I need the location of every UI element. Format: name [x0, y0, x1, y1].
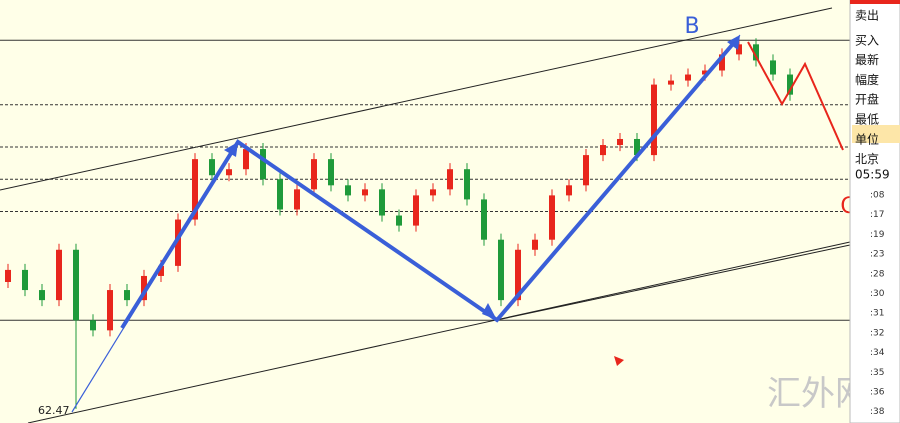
- candle-body: [515, 249, 521, 301]
- panel-label: 最新: [855, 52, 879, 67]
- candle-body: [260, 149, 266, 180]
- channel-lower: [27, 241, 851, 423]
- channel-lower-2: [496, 244, 851, 321]
- candle-body: [413, 195, 419, 226]
- panel-tick: :08: [870, 191, 885, 201]
- side-panel: [849, 0, 900, 423]
- candle-body: [549, 195, 555, 240]
- candle-body: [294, 189, 300, 210]
- candle-body: [73, 249, 79, 321]
- candle-body: [736, 44, 742, 55]
- candle-body: [617, 138, 623, 146]
- candle-body: [685, 74, 691, 81]
- panel-tick: :38: [870, 407, 885, 417]
- candle-body: [56, 249, 62, 301]
- low-label: 62.47: [38, 404, 70, 417]
- candle-body: [787, 74, 793, 95]
- candle-body: [175, 219, 181, 266]
- channel-upper: [0, 7, 833, 191]
- panel-label: 幅度: [855, 72, 879, 87]
- panel-label: 单位: [855, 131, 879, 146]
- panel-tick: :28: [870, 269, 885, 279]
- marker: [614, 356, 624, 366]
- wave-arrow: [120, 36, 740, 330]
- candle-body: [430, 189, 436, 196]
- candle-body: [634, 138, 640, 156]
- candle-body: [39, 290, 45, 301]
- panel-tick: :32: [870, 328, 884, 338]
- panel-label: 北京: [855, 152, 879, 166]
- candle-body: [379, 189, 385, 216]
- arrow-head: [727, 35, 740, 50]
- candle-body: [447, 169, 453, 190]
- panel-tick: :34: [870, 348, 885, 358]
- panel-tick: :19: [870, 230, 885, 240]
- arrow-head: [482, 303, 497, 320]
- panel-label: 开盘: [855, 92, 879, 107]
- candle-body: [651, 84, 657, 156]
- candle-body: [600, 145, 606, 156]
- panel-tick: :17: [870, 210, 884, 220]
- candle-body: [107, 290, 113, 331]
- candle-body: [498, 239, 504, 301]
- candle-body: [311, 159, 317, 190]
- candle-body: [22, 269, 28, 291]
- panel-tick: :36: [870, 388, 885, 398]
- candle-body: [90, 320, 96, 331]
- panel-tick: :35: [870, 368, 884, 378]
- panel-bg: [849, 0, 900, 423]
- forecast-arrow: [747, 41, 844, 151]
- candle-body: [770, 60, 776, 75]
- candle-body: [141, 275, 147, 301]
- candle-body: [5, 269, 11, 282]
- candle-body: [702, 70, 708, 75]
- candle-body: [226, 169, 232, 176]
- candle-body: [532, 239, 538, 250]
- candle-body: [277, 179, 283, 210]
- candle-body: [464, 169, 470, 200]
- arrow-head: [224, 142, 238, 157]
- panel-label: 买入: [855, 33, 879, 47]
- candle-body: [328, 159, 334, 186]
- panel-tick: :31: [870, 309, 884, 319]
- candle-body: [158, 265, 164, 276]
- candle-body: [124, 290, 130, 301]
- panel-time: 05:59: [855, 168, 890, 182]
- candle-body: [209, 159, 215, 176]
- panel-accent: [850, 0, 900, 4]
- candle-body: [481, 199, 487, 240]
- panel-highlight: [852, 125, 900, 143]
- panel-label: 卖出: [855, 9, 879, 23]
- candle-body: [719, 54, 725, 71]
- candle-body: [583, 155, 589, 186]
- candle-body: [396, 215, 402, 226]
- panel-tick: :30: [870, 289, 885, 299]
- point-label: B: [684, 14, 699, 39]
- candle-body: [345, 185, 351, 196]
- panel-tick: :23: [870, 250, 884, 260]
- candle-body: [668, 80, 674, 85]
- candle-body: [192, 159, 198, 220]
- candle-body: [243, 149, 249, 170]
- candle-body: [753, 44, 759, 61]
- candle-body: [566, 185, 572, 196]
- candle-body: [362, 189, 368, 196]
- panel-label: 最低: [855, 113, 879, 127]
